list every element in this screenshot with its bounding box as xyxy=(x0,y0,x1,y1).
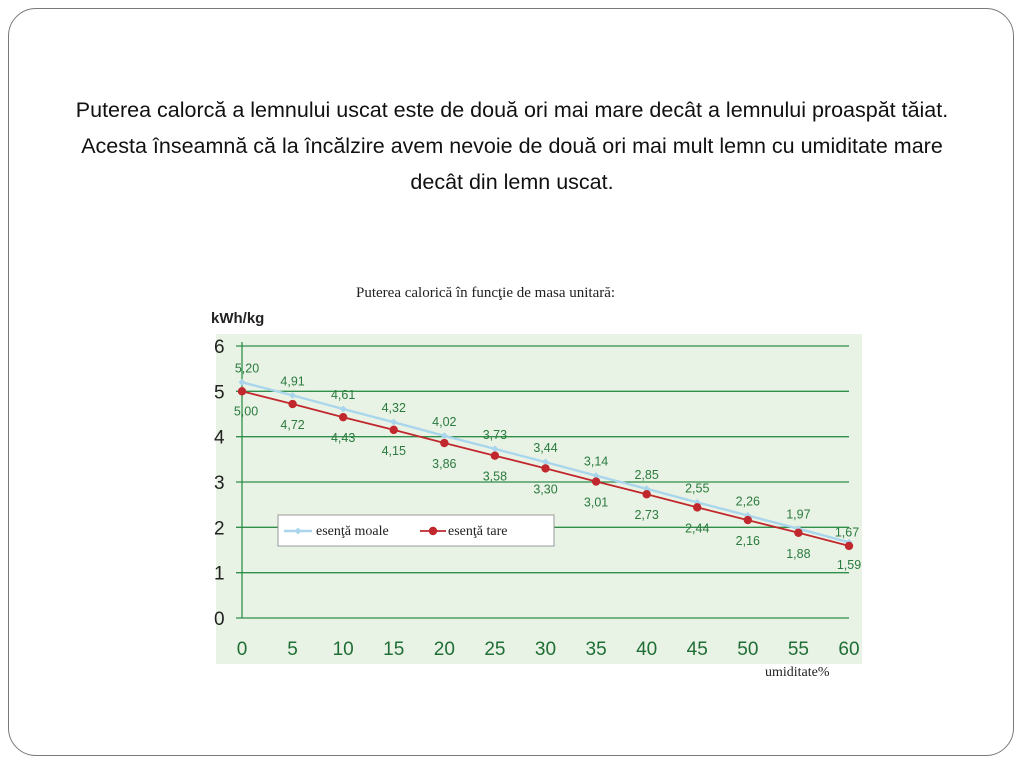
data-label: 1,97 xyxy=(786,508,810,522)
data-point xyxy=(592,472,600,480)
x-tick-label: 50 xyxy=(737,639,758,660)
data-point xyxy=(339,405,347,413)
chart-title: Puterea calorică în funcţie de masa unit… xyxy=(356,285,616,301)
x-tick-label: 35 xyxy=(586,639,607,660)
y-tick-label: 5 xyxy=(214,382,225,403)
y-tick-label: 3 xyxy=(214,473,225,494)
x-tick-label: 10 xyxy=(333,639,354,660)
data-point xyxy=(238,378,246,386)
legend-marker-softwood xyxy=(294,527,302,535)
y-tick-label: 6 xyxy=(214,337,225,358)
data-label: 3,86 xyxy=(432,457,456,471)
data-label: 2,85 xyxy=(634,468,658,482)
data-label: 3,30 xyxy=(533,482,557,496)
x-tick-label: 15 xyxy=(383,639,404,660)
legend-box xyxy=(277,514,555,547)
legend-label-hardwood: esenţă tare xyxy=(448,524,507,539)
y-tick-label: 4 xyxy=(214,428,225,449)
data-label: 3,58 xyxy=(483,470,507,484)
data-label: 2,44 xyxy=(685,521,709,535)
data-label: 3,14 xyxy=(584,455,608,469)
data-point xyxy=(541,464,550,473)
data-label: 2,73 xyxy=(634,508,658,522)
data-label: 4,72 xyxy=(280,418,304,432)
data-point xyxy=(490,451,500,460)
data-label: 3,01 xyxy=(584,496,608,510)
x-tick-label: 20 xyxy=(434,639,455,660)
x-tick-label: 45 xyxy=(687,639,708,660)
data-point xyxy=(794,528,803,537)
data-label: 2,26 xyxy=(736,495,760,509)
data-point xyxy=(390,418,398,426)
data-point xyxy=(743,515,753,525)
data-point xyxy=(693,503,702,512)
x-tick-label: 40 xyxy=(636,639,657,660)
data-label: 4,91 xyxy=(280,374,304,388)
y-tick-label: 1 xyxy=(214,564,225,585)
x-tick-label: 55 xyxy=(788,639,809,660)
data-point xyxy=(542,458,549,466)
data-label: 5,20 xyxy=(235,361,259,375)
x-axis-label: umiditate% xyxy=(765,665,830,680)
data-point xyxy=(440,438,449,448)
data-label: 3,44 xyxy=(533,441,557,455)
data-point xyxy=(591,477,601,486)
data-label: 4,43 xyxy=(331,431,355,445)
legend-marker-hardwood xyxy=(428,526,438,536)
slide-paragraph: Puterea calorcă a lemnului uscat este de… xyxy=(75,98,949,194)
y-tick-label: 2 xyxy=(214,518,225,539)
data-label: 2,55 xyxy=(685,481,709,495)
data-label: 2,16 xyxy=(736,534,760,548)
x-tick-label: 30 xyxy=(535,639,556,660)
data-point xyxy=(491,445,499,453)
data-label: 4,15 xyxy=(382,444,406,458)
data-label: 4,61 xyxy=(331,388,355,402)
y-axis-label: kWh/kg xyxy=(211,310,265,327)
data-point xyxy=(389,425,398,435)
data-label: 1,59 xyxy=(837,558,861,572)
plot-area xyxy=(216,334,862,664)
data-label: 3,73 xyxy=(483,428,507,442)
x-tick-label: 0 xyxy=(237,639,248,660)
data-label: 5,00 xyxy=(234,404,258,418)
data-label: 4,02 xyxy=(432,415,456,429)
x-tick-label: 60 xyxy=(838,639,859,660)
data-point xyxy=(642,490,651,499)
data-point xyxy=(288,399,297,409)
data-point xyxy=(289,391,297,399)
data-point xyxy=(338,412,348,422)
data-label: 1,67 xyxy=(835,525,859,539)
data-point xyxy=(844,541,854,551)
data-point xyxy=(440,432,448,440)
data-label: 4,32 xyxy=(382,401,406,415)
y-tick-label: 0 xyxy=(214,609,225,630)
x-tick-label: 5 xyxy=(287,639,298,660)
data-label: 1,88 xyxy=(786,547,810,561)
x-tick-label: 25 xyxy=(484,639,505,660)
data-point xyxy=(237,387,247,396)
legend-label-softwood: esenţă moale xyxy=(316,524,389,539)
